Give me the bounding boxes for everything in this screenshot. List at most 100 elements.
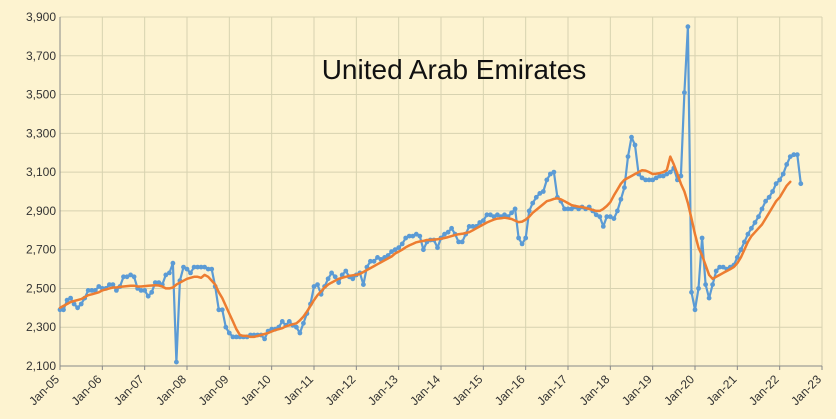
data-point	[611, 216, 617, 222]
data-point	[706, 295, 712, 301]
data-point	[181, 264, 186, 270]
data-point	[752, 220, 758, 225]
data-point	[128, 272, 134, 278]
data-point	[343, 268, 349, 274]
data-point	[198, 264, 204, 270]
y-tick-label: 3,700	[26, 49, 56, 63]
data-point	[262, 336, 267, 342]
data-point	[336, 280, 342, 285]
y-tick-label: 2,500	[26, 281, 56, 295]
data-point	[191, 264, 197, 270]
data-point	[629, 134, 634, 140]
data-point	[664, 171, 670, 177]
data-point	[184, 266, 190, 272]
data-point	[297, 330, 303, 336]
data-point	[777, 177, 783, 183]
data-point	[174, 359, 179, 365]
data-point	[371, 258, 377, 264]
data-point	[131, 274, 137, 280]
data-point	[551, 169, 557, 175]
data-point	[375, 255, 380, 260]
series-group	[57, 24, 804, 365]
data-point	[311, 284, 317, 289]
data-point	[85, 288, 91, 293]
data-point	[667, 169, 673, 175]
data-point	[780, 171, 786, 177]
data-point	[152, 280, 158, 285]
data-point	[195, 264, 201, 270]
data-point	[219, 307, 225, 313]
chart-title: United Arab Emirates	[322, 54, 587, 85]
data-point	[92, 288, 98, 293]
data-point	[470, 224, 476, 229]
data-point	[562, 206, 567, 212]
data-point	[509, 210, 514, 216]
data-point	[650, 177, 656, 183]
data-point	[294, 324, 299, 330]
data-point	[163, 272, 169, 278]
data-point	[315, 282, 320, 287]
data-point	[64, 297, 70, 303]
data-point	[759, 206, 765, 212]
data-point	[188, 270, 193, 276]
data-point	[495, 212, 500, 218]
y-tick-label: 3,300	[26, 126, 56, 140]
data-point	[68, 295, 73, 301]
data-point	[696, 286, 701, 291]
data-point	[533, 194, 539, 200]
data-point	[502, 212, 507, 218]
data-point	[459, 239, 465, 245]
data-point	[537, 191, 543, 196]
data-point	[766, 194, 772, 200]
data-point	[156, 280, 162, 285]
data-point	[798, 181, 804, 187]
data-point	[653, 175, 659, 181]
data-point	[784, 162, 790, 167]
data-point	[597, 214, 603, 220]
data-point	[435, 245, 440, 251]
data-point	[477, 220, 483, 225]
y-tick-label: 3,500	[26, 88, 56, 102]
data-point	[413, 231, 419, 237]
y-tick-label: 3,900	[26, 10, 56, 24]
data-point	[604, 214, 610, 220]
data-point	[145, 293, 151, 299]
data-point	[406, 233, 412, 239]
data-point	[763, 198, 768, 204]
data-point	[216, 307, 222, 313]
data-point	[625, 154, 631, 160]
data-point	[78, 301, 84, 307]
data-point	[791, 152, 797, 158]
data-point	[223, 324, 229, 330]
data-point	[389, 249, 394, 255]
data-point	[689, 289, 694, 295]
data-point	[417, 233, 423, 239]
data-point	[699, 235, 705, 241]
data-point	[286, 319, 292, 324]
data-point	[710, 282, 715, 287]
data-point	[205, 266, 211, 272]
data-point	[57, 307, 63, 313]
data-point	[332, 274, 338, 280]
data-point	[488, 212, 493, 218]
data-point	[491, 214, 497, 220]
data-point	[565, 206, 571, 212]
data-point	[484, 212, 490, 218]
data-point	[456, 239, 461, 245]
data-point	[121, 274, 126, 280]
data-point	[540, 189, 546, 194]
data-point	[124, 274, 130, 280]
data-point	[607, 214, 613, 220]
data-point	[618, 196, 624, 202]
data-point	[615, 208, 620, 214]
data-point	[149, 289, 155, 295]
data-point	[89, 288, 95, 293]
data-point	[75, 305, 80, 311]
data-point	[449, 225, 454, 231]
data-point	[713, 268, 719, 274]
data-point	[523, 235, 529, 241]
data-point	[643, 177, 648, 183]
data-point	[742, 239, 747, 245]
data-point	[787, 154, 793, 160]
